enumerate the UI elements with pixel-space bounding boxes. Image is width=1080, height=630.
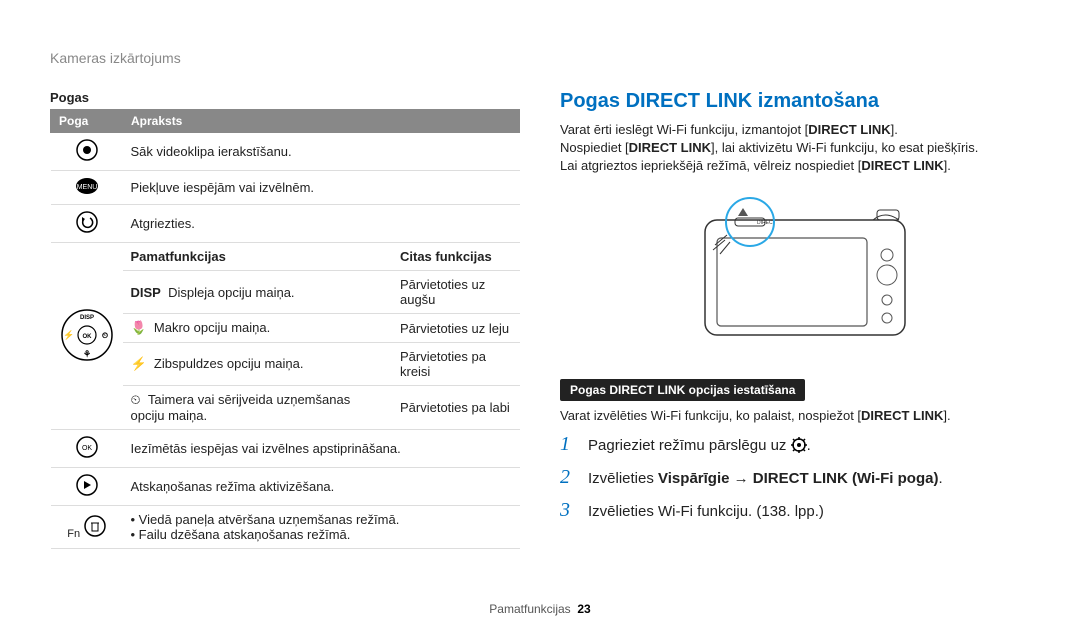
right-heading: Pogas DIRECT LINK izmantošana <box>560 90 1030 113</box>
svg-text:DIREC: DIREC <box>757 220 773 226</box>
row-main: Taimera vai sērijveida uzņemšanas opciju… <box>131 392 351 423</box>
svg-text:OK: OK <box>81 445 91 452</box>
step-number: 3 <box>560 499 578 522</box>
gear-icon <box>791 437 807 454</box>
step-item: 2 Izvēlieties Vispārīgie → DIRECT LINK (… <box>560 466 1030 489</box>
table-row: Sāk videoklipa ierakstīšanu. <box>51 133 520 171</box>
right-column: Pogas DIRECT LINK izmantošana Varat ērti… <box>560 90 1030 549</box>
row-desc-l2: • Failu dzēšana atskaņošanas režīmā. <box>131 527 512 542</box>
row-desc: Atgriezties. <box>123 205 520 243</box>
step-text-end: . <box>938 470 942 487</box>
svg-text:⚡: ⚡ <box>63 329 74 341</box>
page-footer: Pamatfunkcijas 23 <box>0 602 1080 616</box>
step-item: 3 Izvēlieties Wi-Fi funkciju. (138. lpp.… <box>560 499 1030 522</box>
step-text: Izvēlieties <box>588 470 658 487</box>
playback-icon <box>76 474 98 499</box>
fn-label: Fn <box>67 528 80 540</box>
table-row: Atskaņošanas režīma aktivizēšana. <box>51 468 520 506</box>
nav-pad-icon: OK DISP ⚘ ⚡ ⏲ <box>59 351 115 366</box>
row-main: Makro opciju maiņa. <box>154 320 270 335</box>
disp-label: DISP <box>131 285 161 300</box>
step-text: Izvēlieties Wi-Fi funkciju. (138. lpp.) <box>588 503 824 520</box>
intro-line-1: Varat ērti ieslēgt Wi-Fi funkciju, izman… <box>560 121 1030 139</box>
back-icon <box>76 211 98 236</box>
steps-list: 1 Pagrieziet režīmu pārslēgu uz . 2 Izvē… <box>560 433 1030 522</box>
subheader-row: OK DISP ⚘ ⚡ ⏲ Pamatfunkcijas Citas funkc… <box>51 243 520 271</box>
intro-line-2: Nospiediet [DIRECT LINK], lai aktivizētu… <box>560 139 1030 157</box>
table-row: Atgriezties. <box>51 205 520 243</box>
delete-icon <box>84 515 106 540</box>
table-row: OK Iezīmētās iespējas vai izvēlnes apsti… <box>51 430 520 468</box>
table-row: Fn • Viedā paneļa atvēršana uzņemšanas r… <box>51 506 520 549</box>
svg-text:⏲: ⏲ <box>101 331 107 340</box>
step-number: 2 <box>560 466 578 489</box>
breadcrumb: Kameras izkārtojums <box>50 50 1030 66</box>
row-desc: Piekļuve iespējām vai izvēlnēm. <box>123 171 520 205</box>
subheader-main: Pamatfunkcijas <box>123 243 392 271</box>
step-bold: Vispārīgie → DIRECT LINK (Wi-Fi poga) <box>658 470 938 487</box>
record-icon <box>76 139 98 164</box>
footer-page: 23 <box>577 602 590 616</box>
flash-icon: ⚡ <box>131 356 147 371</box>
row-other: Pārvietoties uz augšu <box>392 271 520 314</box>
table-row: MENU Piekļuve iespējām vai izvēlnēm. <box>51 171 520 205</box>
intro-line-3: Lai atgrieztos iepriekšējā režīmā, vēlre… <box>560 157 1030 175</box>
row-other: Pārvietoties pa labi <box>392 386 520 430</box>
row-other: Pārvietoties pa kreisi <box>392 343 520 386</box>
row-main: Zibspuldzes opciju maiņa. <box>154 356 304 371</box>
footer-label: Pamatfunkcijas <box>489 602 570 616</box>
step-number: 1 <box>560 433 578 456</box>
settings-pill: Pogas DIRECT LINK opcijas iestatīšana <box>560 379 805 401</box>
step-text-end: . <box>807 437 811 454</box>
row-desc: Atskaņošanas režīma aktivizēšana. <box>123 468 520 506</box>
ok-icon: OK <box>76 436 98 461</box>
th-poga: Poga <box>51 110 123 133</box>
svg-text:DISP: DISP <box>79 315 93 321</box>
setting-line-1: Varat izvēlēties Wi-Fi funkciju, ko pala… <box>560 407 1030 425</box>
row-desc-l1: • Viedā paneļa atvēršana uzņemšanas režī… <box>131 512 512 527</box>
buttons-table: Poga Apraksts Sāk videoklipa ierakstīšan… <box>50 109 520 549</box>
th-apraksts: Apraksts <box>123 110 520 133</box>
timer-icon: ⏲ <box>131 392 141 407</box>
row-desc: Sāk videoklipa ierakstīšanu. <box>123 133 520 171</box>
row-desc: Iezīmētās iespējas vai izvēlnes apstipri… <box>123 430 520 468</box>
left-title: Pogas <box>50 90 520 105</box>
macro-icon: 🌷 <box>131 320 147 335</box>
camera-illustration: DIREC <box>560 190 1030 353</box>
row-other: Pārvietoties uz leju <box>392 314 520 343</box>
left-column: Pogas Poga Apraksts Sāk videoklipa ierak… <box>50 90 520 549</box>
svg-text:⚘: ⚘ <box>82 349 90 359</box>
step-text: Pagrieziet režīmu pārslēgu uz <box>588 437 791 454</box>
subheader-other: Citas funkcijas <box>392 243 520 271</box>
menu-icon: MENU <box>75 177 99 198</box>
step-item: 1 Pagrieziet režīmu pārslēgu uz . <box>560 433 1030 456</box>
svg-text:OK: OK <box>82 334 92 340</box>
row-main: Displeja opciju maiņa. <box>168 285 294 300</box>
svg-text:MENU: MENU <box>76 184 97 191</box>
